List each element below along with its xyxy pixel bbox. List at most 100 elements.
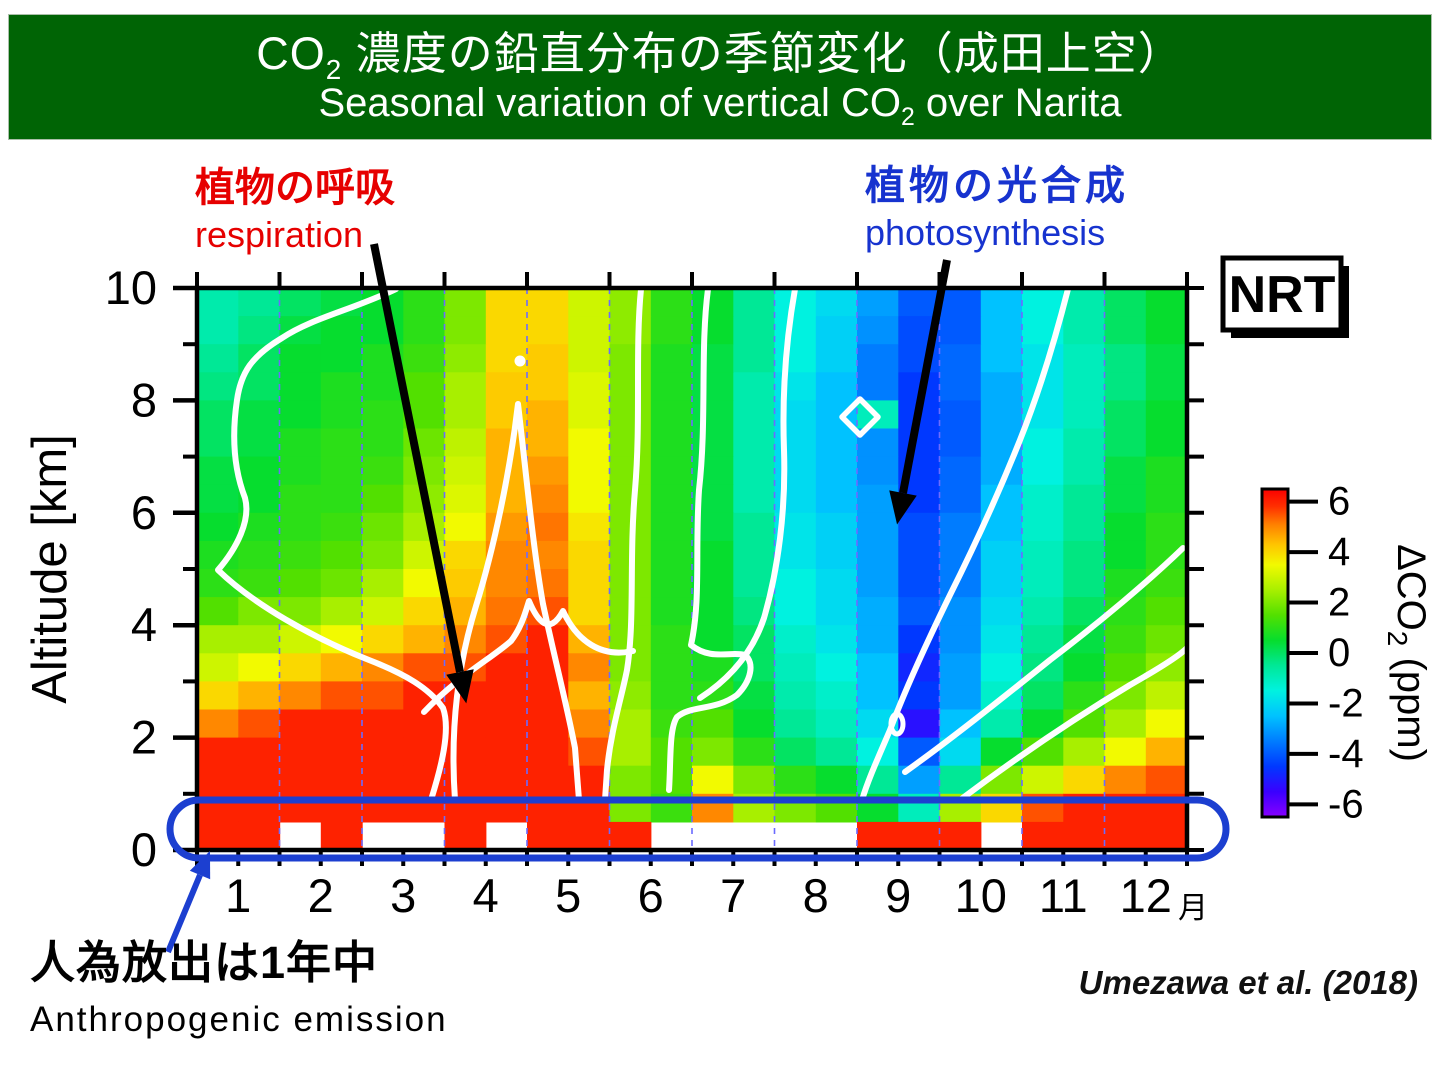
heatmap-cell: [980, 316, 1023, 345]
heatmap-cell: [650, 569, 693, 598]
heatmap-cell: [939, 512, 982, 542]
heatmap-cell: [1022, 428, 1064, 458]
heatmap-cell: [197, 625, 239, 654]
heatmap-cell: [444, 288, 487, 317]
x-tick-label: 12: [1120, 869, 1172, 922]
anthropogenic-label-jp: 人為放出は1年中: [30, 937, 379, 988]
heatmap-cell: [733, 540, 776, 570]
heatmap-cell: [815, 765, 858, 795]
heatmap-cell: [692, 428, 734, 458]
heatmap-cell: [568, 653, 611, 682]
heatmap-cell: [1063, 372, 1106, 401]
heatmap-cell: [774, 344, 817, 373]
heatmap-cell: [609, 737, 652, 767]
x-tick-label: 3: [390, 869, 416, 922]
respiration-label-jp: 植物の呼吸: [195, 166, 395, 210]
heatmap-cell: [1063, 344, 1106, 373]
heatmap-cell: [774, 316, 817, 345]
heatmap-cell: [857, 316, 899, 345]
heatmap-cell: [939, 653, 982, 682]
heatmap-cell: [692, 709, 734, 739]
heatmap-cell: [527, 765, 569, 795]
heatmap-cell: [980, 653, 1023, 682]
y-axis: 10 8 6 4 2 0 Altitude [km]: [23, 261, 1204, 876]
heatmap-cell: [279, 709, 322, 739]
heatmap-cell: [692, 316, 734, 345]
heatmap-cell: [238, 653, 281, 682]
heatmap-cell: [197, 512, 239, 542]
heatmap-cell: [774, 569, 817, 598]
heatmap-cell: [1063, 737, 1106, 767]
heatmap-cell: [279, 484, 322, 514]
heatmap-cell: [898, 569, 941, 598]
respiration-arrow-shaft: [370, 243, 464, 673]
heatmap-cell: [279, 456, 322, 486]
heatmap-cell: [1104, 540, 1147, 570]
heatmap-cell: [733, 512, 776, 542]
heatmap-cell: [980, 540, 1023, 570]
heatmap-cell: [650, 456, 693, 486]
heatmap-cell: [733, 400, 776, 430]
heatmap-cell: [980, 709, 1023, 739]
heatmap-cell: [1104, 569, 1147, 598]
heatmap-cell: [1145, 681, 1188, 711]
heatmap-cell: [1104, 765, 1147, 795]
photosynthesis-arrow-shaft: [899, 259, 951, 494]
heatmap-cell: [444, 456, 487, 486]
title-jp-sub2: 2: [325, 53, 343, 85]
heatmap-cell: [650, 484, 693, 514]
heatmap-cell: [527, 569, 569, 598]
heatmap-cell: [527, 344, 569, 373]
colorbar-tick-label: 6: [1328, 480, 1350, 524]
heatmap-cell: [939, 428, 982, 458]
heatmap-cell: [1104, 316, 1147, 345]
heatmap-cell: [939, 316, 982, 345]
heatmap-cell: [857, 512, 899, 542]
colorbar-tick-label: 4: [1328, 530, 1350, 574]
heatmap-cell: [320, 540, 363, 570]
heatmap-cell: [279, 569, 322, 598]
heatmap-cell: [609, 484, 652, 514]
heatmap-cell: [898, 512, 941, 542]
heatmap-cell: [815, 540, 858, 570]
heatmap-cell: [362, 428, 404, 458]
contour-line: [215, 286, 449, 803]
heatmap-cell: [1145, 821, 1188, 851]
heatmap-cell: [197, 681, 239, 711]
heatmap-cell: [320, 737, 363, 767]
heatmap-cell: [527, 400, 569, 430]
heatmap-cell: [1145, 484, 1188, 514]
nrt-label: NRT: [1229, 266, 1336, 324]
heatmap-cell: [980, 400, 1023, 430]
photosynthesis-label-jp: 植物の光合成: [865, 164, 1129, 208]
heatmap-cell: [444, 372, 487, 401]
heatmap-cell: [568, 597, 611, 626]
heatmap-cell: [485, 709, 528, 739]
heatmap-cell: [939, 821, 982, 851]
heatmap-cell: [980, 344, 1023, 373]
y-tick-label: 6: [131, 486, 157, 539]
heatmap-cell: [1104, 428, 1147, 458]
heatmap-cell: [197, 765, 239, 795]
heatmap-cell: [939, 484, 982, 514]
heatmap-cell: [279, 400, 322, 430]
heatmap-cell: [1063, 569, 1106, 598]
respiration-arrow-head: [446, 669, 474, 704]
heatmap-cell: [1104, 344, 1147, 373]
heatmap-cell: [650, 400, 693, 430]
heatmap-cell: [1063, 316, 1106, 345]
heatmap-cell: [403, 597, 446, 626]
heatmap-cell: [403, 288, 446, 317]
heatmap-cell: [320, 428, 363, 458]
heatmap-cell: [1063, 625, 1106, 654]
heatmap-cell: [485, 737, 528, 767]
heatmap-cell: [1104, 372, 1147, 401]
heatmap-cell: [238, 456, 281, 486]
heatmap-cell: [609, 288, 652, 317]
heatmap-cell: [980, 569, 1023, 598]
heatmap-cell: [527, 821, 569, 851]
x-tick-label: 11: [1039, 869, 1088, 922]
heatmap-cell: [279, 344, 322, 373]
heatmap-cell: [1022, 512, 1064, 542]
heatmap-cell: [774, 653, 817, 682]
